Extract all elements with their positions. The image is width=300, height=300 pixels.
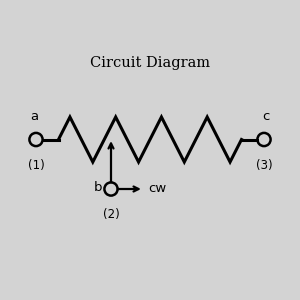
Text: (2): (2) — [103, 208, 119, 221]
Text: (1): (1) — [28, 158, 44, 172]
Text: c: c — [262, 110, 269, 124]
Text: a: a — [30, 110, 39, 124]
Text: (3): (3) — [256, 158, 272, 172]
Text: Circuit Diagram: Circuit Diagram — [90, 56, 210, 70]
Text: b: b — [94, 181, 102, 194]
Text: cw: cw — [148, 182, 167, 196]
